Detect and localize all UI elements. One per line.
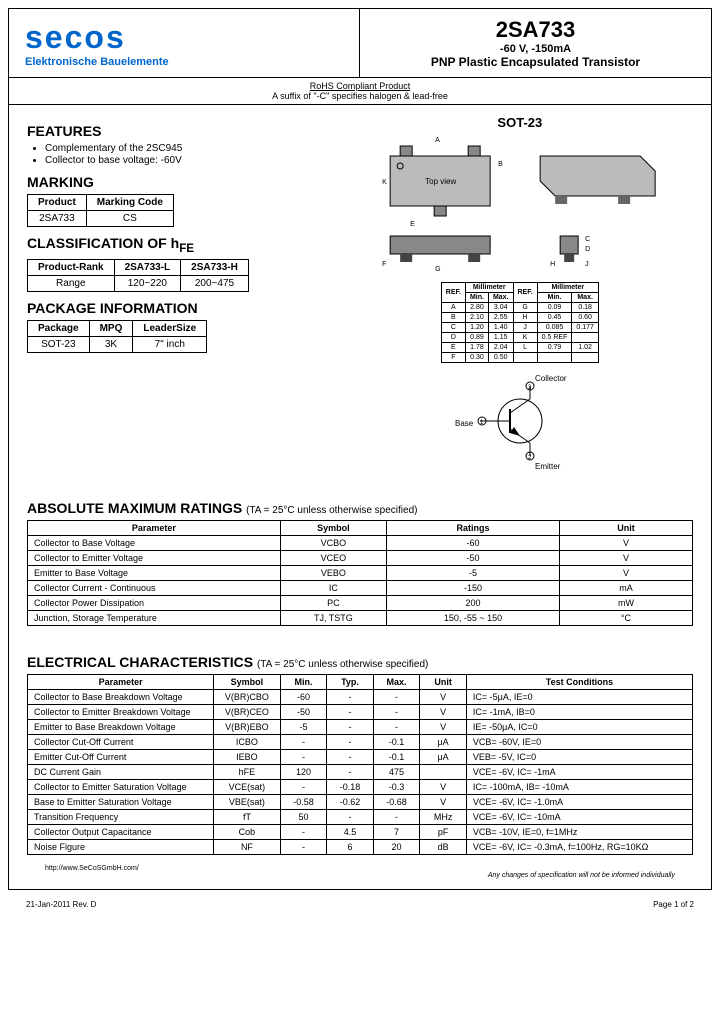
svg-text:A: A xyxy=(435,137,440,144)
package-title: PACKAGE INFORMATION xyxy=(27,300,347,316)
elec-section: ELECTRICAL CHARACTERISTICS (TA = 25°C un… xyxy=(9,654,711,889)
header-title-cell: 2SA733 -60 V, -150mA PNP Plastic Encapsu… xyxy=(360,9,711,77)
right-column: SOT-23 Top view K E A B xyxy=(347,115,693,482)
svg-text:C: C xyxy=(585,236,590,243)
collector-label: Collector xyxy=(535,374,567,383)
footer-date: 21-Jan-2011 Rev. D xyxy=(26,900,96,909)
hfe-title: CLASSIFICATION OF hFE xyxy=(27,235,347,255)
footer-page: Page 1 of 2 xyxy=(653,900,694,909)
features-section: FEATURES Complementary of the 2SC945 Col… xyxy=(27,123,347,166)
svg-text:B: B xyxy=(498,161,503,168)
abs-max-title: ABSOLUTE MAXIMUM RATINGS (TA = 25°C unle… xyxy=(27,500,693,516)
base-label: Base xyxy=(455,419,474,428)
footer-url: http://www.SeCoSGmbH.com/ xyxy=(27,865,693,872)
header-logo-cell: secos Elektronische Bauelemente xyxy=(9,9,360,77)
feature-item: Complementary of the 2SC945 xyxy=(45,143,347,154)
package-table: PackageMPQLeaderSize SOT-233K7" inch xyxy=(27,320,207,353)
sot23-drawing-icon: Top view K E A B F G C xyxy=(347,136,693,276)
emitter-label: Emitter xyxy=(535,462,561,471)
logo-tagline: Elektronische Bauelemente xyxy=(25,56,169,68)
part-description: PNP Plastic Encapsulated Transistor xyxy=(368,55,703,69)
page-footer: 21-Jan-2011 Rev. D Page 1 of 2 xyxy=(8,898,712,913)
abs-max-section: ABSOLUTE MAXIMUM RATINGS (TA = 25°C unle… xyxy=(9,500,711,646)
marking-table: ProductMarking Code 2SA733CS xyxy=(27,194,174,227)
package-diagram: Top view K E A B F G C xyxy=(347,136,693,276)
svg-text:F: F xyxy=(382,261,386,268)
footer-note: Any changes of specification will not be… xyxy=(27,872,693,879)
compliance-notice: RoHS Compliant Product A suffix of "-C" … xyxy=(9,78,711,105)
transistor-symbol: Collector Base Emitter 1 3 2 xyxy=(347,371,693,474)
sot-label: SOT-23 xyxy=(347,115,693,130)
svg-text:K: K xyxy=(382,179,387,186)
hfe-table: Product-Rank2SA733-L2SA733-H Range120~22… xyxy=(27,259,249,292)
features-title: FEATURES xyxy=(27,123,347,139)
marking-title: MARKING xyxy=(27,174,347,190)
part-spec: -60 V, -150mA xyxy=(368,43,703,55)
abs-max-table: Parameter Symbol Ratings Unit Collector … xyxy=(27,520,693,626)
svg-text:H: H xyxy=(550,261,555,268)
logo-text: secos xyxy=(25,19,126,56)
svg-text:G: G xyxy=(435,266,440,273)
svg-text:J: J xyxy=(585,261,589,268)
left-column: FEATURES Complementary of the 2SC945 Col… xyxy=(27,115,347,482)
dimensions-table: REF. Millimeter REF. Millimeter Min.Max.… xyxy=(441,282,599,363)
feature-item: Collector to base voltage: -60V xyxy=(45,155,347,166)
compliance-line2: A suffix of "-C" specifies halogen & lea… xyxy=(12,91,708,101)
features-list: Complementary of the 2SC945 Collector to… xyxy=(45,143,347,166)
elec-table: Parameter Symbol Min. Typ. Max. Unit Tes… xyxy=(27,674,693,855)
logo: secos Elektronische Bauelemente xyxy=(25,19,169,68)
datasheet-page: secos Elektronische Bauelemente 2SA733 -… xyxy=(8,8,712,890)
svg-text:E: E xyxy=(410,221,415,228)
compliance-line1: RoHS Compliant Product xyxy=(12,81,708,91)
pnp-symbol-icon: Collector Base Emitter 1 3 2 xyxy=(450,371,590,471)
elec-title: ELECTRICAL CHARACTERISTICS (TA = 25°C un… xyxy=(27,654,693,670)
svg-text:D: D xyxy=(585,246,590,253)
content-two-col: FEATURES Complementary of the 2SC945 Col… xyxy=(9,105,711,492)
header: secos Elektronische Bauelemente 2SA733 -… xyxy=(9,9,711,78)
svg-text:Top view: Top view xyxy=(425,177,456,186)
part-number: 2SA733 xyxy=(368,17,703,43)
